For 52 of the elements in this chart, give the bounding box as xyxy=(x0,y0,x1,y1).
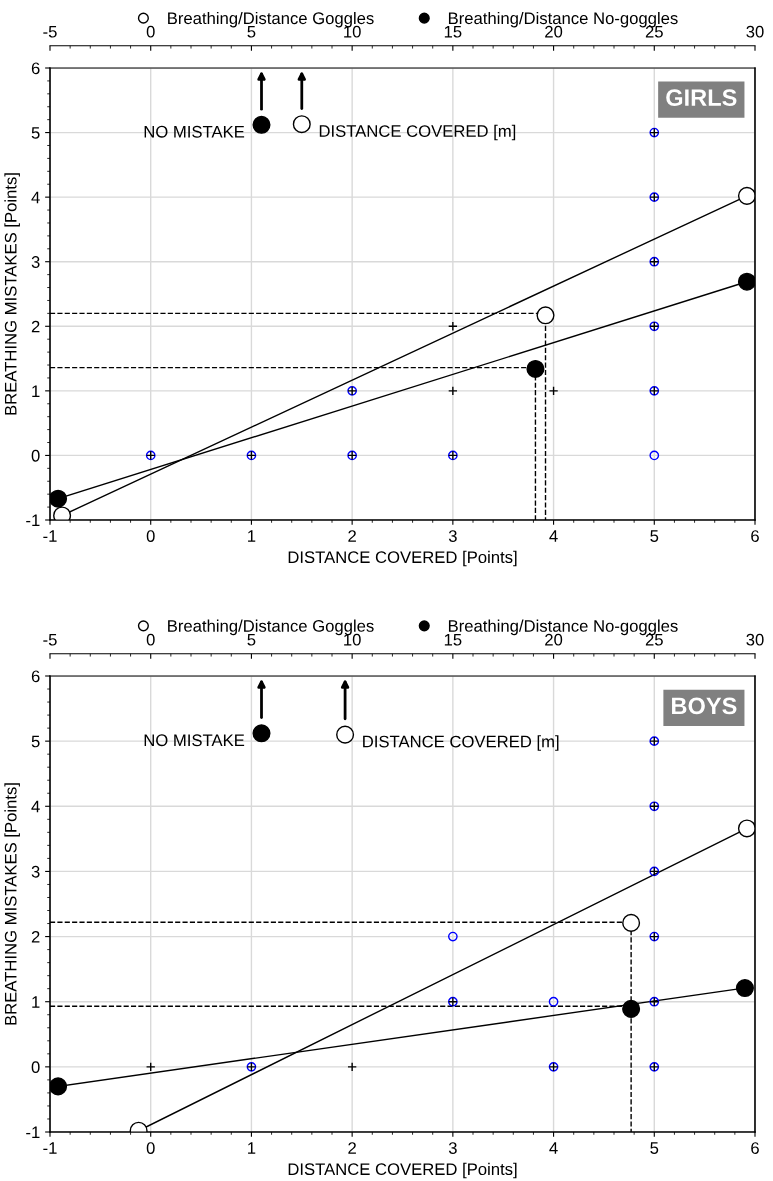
y-tick-label: 2 xyxy=(31,320,40,333)
y-tick-label: 1 xyxy=(32,996,40,1008)
x-tick-label: 0 xyxy=(146,1142,155,1154)
x-tick-label: 1 xyxy=(248,1142,256,1154)
text: GIRLS xyxy=(666,89,737,106)
x-tick-label: 1 xyxy=(248,530,256,542)
x-tick-label: 4 xyxy=(549,530,558,542)
x2-tick-label: -5 xyxy=(43,633,57,646)
y-tick-label: 4 xyxy=(31,800,40,813)
x-tick-label: 0 xyxy=(146,530,155,542)
y-tick-label: -1 xyxy=(26,1126,40,1139)
x2-tick-label: 15 xyxy=(444,633,462,646)
x-tick-label: 6 xyxy=(751,530,759,542)
x-tick-label: 5 xyxy=(650,1142,659,1154)
y-tick-label: 2 xyxy=(31,930,40,943)
x2-tick-label: 5 xyxy=(247,633,256,646)
x2-tick-label: 0 xyxy=(146,633,155,646)
x-tick-label: 4 xyxy=(549,1142,558,1154)
annotation: DISTANCE COVERED [m] xyxy=(363,735,559,751)
x2-tick-label: 30 xyxy=(746,633,764,646)
x-tick-label: 2 xyxy=(348,530,356,542)
x-tick-label: 2 xyxy=(348,1142,356,1154)
x-tick-label: 6 xyxy=(751,1142,759,1154)
y-tick-label: 6 xyxy=(31,62,40,75)
y-tick-label: 3 xyxy=(31,256,40,268)
x-tick-label: 3 xyxy=(448,1142,457,1154)
y-axis-title: BREATHING MISTAKES [Points] xyxy=(4,783,20,1025)
annotation: DISTANCE COVERED [m] xyxy=(319,124,516,141)
annotation: NO MISTAKE xyxy=(144,734,245,747)
annotation: NO MISTAKE xyxy=(144,125,245,138)
y-tick-label: 0 xyxy=(31,1061,40,1074)
y-tick-label: 4 xyxy=(31,191,40,204)
x2-tick-label: -5 xyxy=(43,25,57,38)
y-tick-label: 6 xyxy=(31,670,40,683)
x-tick-label: 5 xyxy=(650,530,659,542)
y-tick-label: 0 xyxy=(31,449,40,462)
x2-tick-label: 30 xyxy=(746,25,764,38)
y-tick-label: 3 xyxy=(31,865,40,878)
x2-tick-label: 15 xyxy=(444,25,462,38)
text: BOYS xyxy=(672,697,737,715)
y-tick-label: -1 xyxy=(26,514,40,527)
x-tick-label: 3 xyxy=(448,530,457,542)
x-tick-label: -1 xyxy=(43,530,57,542)
y-axis-title: BREATHING MISTAKES [Points] xyxy=(4,173,20,415)
x2-tick-label: 5 xyxy=(247,25,256,38)
x-axis-title: DISTANCE COVERED [Points] xyxy=(288,550,517,567)
y-tick-label: 1 xyxy=(32,385,40,397)
x-tick-label: -1 xyxy=(43,1142,57,1154)
x2-tick-label: 0 xyxy=(146,25,155,38)
y-tick-label: 5 xyxy=(31,735,40,748)
x-axis-title: DISTANCE COVERED [Points] xyxy=(288,1162,517,1179)
y-tick-label: 5 xyxy=(31,127,40,139)
